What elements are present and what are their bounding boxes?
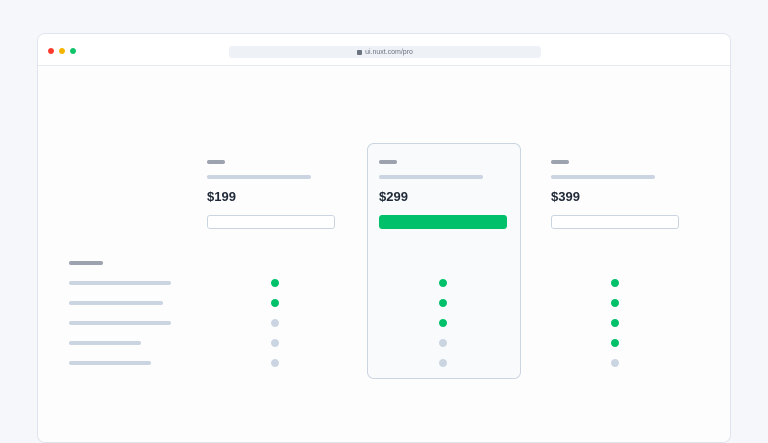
feature-excluded-icon — [439, 359, 447, 367]
feature-excluded-icon — [271, 319, 279, 327]
plan-select-button[interactable] — [551, 215, 679, 229]
feature-label-placeholder — [69, 361, 151, 365]
browser-window: ui.nuxt.com/pro $199 $299 $399 — [37, 33, 731, 443]
feature-included-icon — [611, 299, 619, 307]
feature-included-icon — [439, 279, 447, 287]
plan-price: $299 — [379, 189, 408, 204]
feature-included-icon — [439, 299, 447, 307]
feature-included-icon — [439, 319, 447, 327]
plan-select-button[interactable] — [207, 215, 335, 229]
address-bar[interactable]: ui.nuxt.com/pro — [229, 46, 541, 58]
features-heading-placeholder — [69, 261, 103, 265]
plan-name-placeholder — [551, 160, 569, 164]
feature-included-icon — [611, 339, 619, 347]
plan-name-placeholder — [207, 160, 225, 164]
feature-included-icon — [271, 299, 279, 307]
plan-description-placeholder — [379, 175, 483, 179]
close-window-button[interactable] — [48, 48, 54, 54]
plan-description-placeholder — [207, 175, 311, 179]
browser-titlebar: ui.nuxt.com/pro — [38, 34, 730, 66]
lock-icon — [357, 49, 363, 55]
minimize-window-button[interactable] — [59, 48, 65, 54]
plan-select-button[interactable] — [379, 215, 507, 229]
feature-included-icon — [611, 279, 619, 287]
feature-label-placeholder — [69, 301, 163, 305]
url-text: ui.nuxt.com/pro — [365, 48, 413, 56]
maximize-window-button[interactable] — [70, 48, 76, 54]
feature-label-placeholder — [69, 281, 171, 285]
plan-description-placeholder — [551, 175, 655, 179]
feature-included-icon — [271, 279, 279, 287]
plan-price: $399 — [551, 189, 580, 204]
feature-excluded-icon — [271, 339, 279, 347]
feature-excluded-icon — [611, 359, 619, 367]
feature-label-placeholder — [69, 321, 171, 325]
plan-price: $199 — [207, 189, 236, 204]
plan-name-placeholder — [379, 160, 397, 164]
feature-excluded-icon — [439, 339, 447, 347]
feature-label-placeholder — [69, 341, 141, 345]
feature-included-icon — [611, 319, 619, 327]
feature-excluded-icon — [271, 359, 279, 367]
